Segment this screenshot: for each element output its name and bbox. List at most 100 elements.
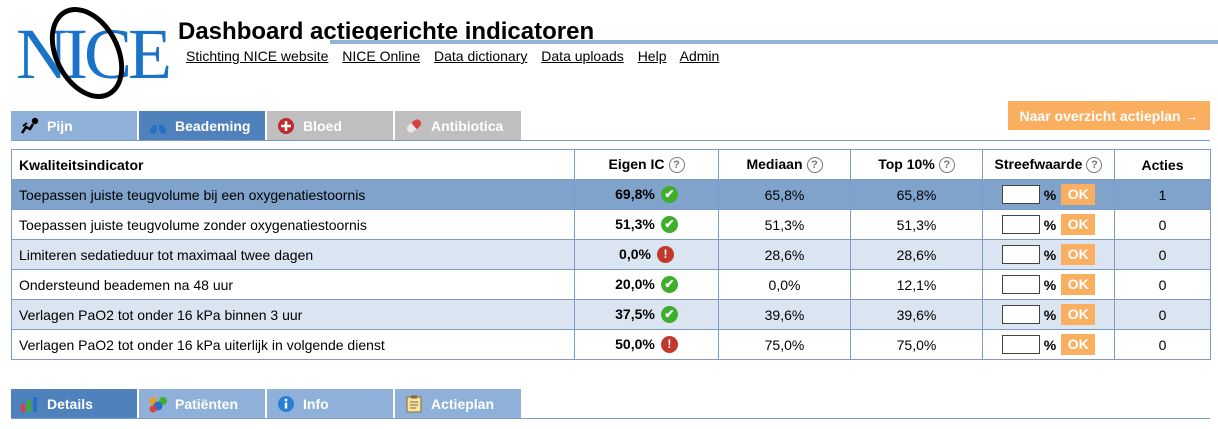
tab-patienten[interactable]: Patiënten (139, 389, 265, 418)
nice-logo: NICE (16, 0, 176, 112)
tab-details[interactable]: Details (11, 389, 137, 418)
streefwaarde-input[interactable] (1001, 245, 1040, 264)
acties-count: 0 (1158, 246, 1167, 263)
category-tabs: Pijn Beademing Bloed Antibiotica (11, 111, 523, 140)
streefwaarde-input[interactable] (1001, 275, 1040, 294)
indicator-name: Ondersteund beademen na 48 uur (19, 276, 234, 293)
streefwaarde-control: % OK (983, 304, 1114, 325)
cell-eigen-ic: 0,0%! (574, 239, 719, 270)
ok-button[interactable]: OK (1061, 304, 1096, 325)
tab-beademing[interactable]: Beademing (139, 111, 265, 140)
ok-button[interactable]: OK (1061, 214, 1096, 235)
tab-label: Pijn (47, 117, 73, 134)
ok-button[interactable]: OK (1061, 334, 1096, 355)
header-streef-label: Streefwaarde (994, 155, 1083, 172)
eigen-ic-value: 0,0% (619, 245, 651, 262)
table-row[interactable]: Verlagen PaO2 tot onder 16 kPa binnen 3 … (11, 299, 1211, 330)
help-icon[interactable]: ? (806, 157, 823, 174)
header-acties-label: Acties (1141, 156, 1184, 173)
percent-sign: % (1043, 306, 1057, 323)
table-row[interactable]: Toepassen juiste teugvolume bij een oxyg… (11, 179, 1211, 210)
link-nice-online[interactable]: NICE Online (342, 48, 421, 64)
ok-button[interactable]: OK (1061, 274, 1096, 295)
streefwaarde-input[interactable] (1001, 335, 1040, 354)
percent-sign: % (1043, 336, 1057, 353)
mediaan-value: 0,0% (768, 276, 801, 293)
link-admin[interactable]: Admin (679, 48, 720, 64)
cell-top10: 12,1% (850, 269, 983, 300)
blood-drop-icon (275, 117, 297, 135)
detail-tabs-divider (11, 418, 1210, 419)
tab-label: Patiënten (175, 395, 239, 412)
eigen-ic-value: 20,0% (615, 275, 655, 292)
cell-indicator: Verlagen PaO2 tot onder 16 kPa binnen 3 … (11, 299, 575, 330)
header-acties: Acties (1114, 149, 1211, 180)
pain-figure-icon (19, 117, 41, 135)
streefwaarde-input[interactable] (1001, 185, 1040, 204)
top-navigation: Stichting NICE website NICE Online Data … (186, 48, 729, 64)
header-indicator: Kwaliteitsindicator (11, 149, 575, 180)
cell-top10: 39,6% (850, 299, 983, 330)
cell-streefwaarde: % OK (982, 299, 1115, 330)
indicator-name: Limiteren sedatieduur tot maximaal twee … (19, 246, 314, 263)
check-circle-icon: ✔ (660, 186, 678, 204)
cell-acties: 1 (1114, 179, 1211, 210)
table-row[interactable]: Ondersteund beademen na 48 uur 20,0% ✔ 0,0%… (11, 269, 1211, 300)
clipboard-icon (403, 395, 425, 413)
cell-streefwaarde: % OK (982, 239, 1115, 270)
streefwaarde-control: % OK (983, 184, 1114, 205)
tab-antibiotica[interactable]: Antibiotica (395, 111, 521, 140)
cell-eigen-ic: 51,3% ✔ (574, 209, 719, 240)
link-stichting-nice[interactable]: Stichting NICE website (186, 48, 329, 64)
top10-value: 12,1% (896, 276, 937, 293)
tab-label: Antibiotica (431, 117, 504, 134)
cell-indicator: Ondersteund beademen na 48 uur (11, 269, 575, 300)
link-data-uploads[interactable]: Data uploads (541, 48, 624, 64)
tab-actieplan[interactable]: Actieplan (395, 389, 521, 418)
cell-mediaan: 28,6% (718, 239, 851, 270)
table-row[interactable]: Toepassen juiste teugvolume zonder oxyge… (11, 209, 1211, 240)
eigen-ic-value: 37,5% (615, 305, 655, 322)
mediaan-value: 39,6% (764, 306, 805, 323)
action-plan-overview-button[interactable]: Naar overzicht actieplan → (1008, 101, 1210, 130)
tab-label: Bloed (303, 117, 342, 134)
table-row[interactable]: Limiteren sedatieduur tot maximaal twee … (11, 239, 1211, 270)
cell-top10: 28,6% (850, 239, 983, 270)
percent-sign: % (1043, 246, 1057, 263)
indicator-table: Kwaliteitsindicator Eigen IC? Mediaan? T… (11, 149, 1211, 360)
tab-label: Actieplan (431, 395, 495, 412)
streefwaarde-input[interactable] (1001, 305, 1040, 324)
percent-sign: % (1043, 186, 1057, 203)
cell-acties: 0 (1114, 329, 1211, 360)
pill-icon (403, 117, 425, 135)
help-icon[interactable]: ? (1086, 157, 1103, 174)
cell-mediaan: 65,8% (718, 179, 851, 210)
table-header-row: Kwaliteitsindicator Eigen IC? Mediaan? T… (11, 149, 1211, 180)
header-top-label: Top 10% (878, 155, 935, 172)
cell-acties: 0 (1114, 269, 1211, 300)
tab-bloed[interactable]: Bloed (267, 111, 393, 140)
acties-count: 1 (1158, 186, 1167, 203)
tab-pijn[interactable]: Pijn (11, 111, 137, 140)
header-top10: Top 10%? (850, 149, 983, 180)
link-help[interactable]: Help (637, 48, 667, 64)
tab-info[interactable]: Info (267, 389, 393, 418)
mediaan-value: 51,3% (764, 216, 805, 233)
cell-indicator: Toepassen juiste teugvolume zonder oxyge… (11, 209, 575, 240)
streefwaarde-input[interactable] (1001, 215, 1040, 234)
cell-eigen-ic: 37,5% ✔ (574, 299, 719, 330)
ok-button[interactable]: OK (1061, 244, 1096, 265)
ok-button[interactable]: OK (1061, 184, 1096, 205)
eigen-ic-value: 50,0% (615, 335, 655, 352)
table-row[interactable]: Verlagen PaO2 tot onder 16 kPa uiterlijk… (11, 329, 1211, 360)
help-icon[interactable]: ? (938, 157, 955, 174)
header-streefwaarde: Streefwaarde? (982, 149, 1115, 180)
streefwaarde-control: % OK (983, 244, 1114, 265)
link-data-dictionary[interactable]: Data dictionary (434, 48, 528, 64)
cell-eigen-ic: 50,0%! (574, 329, 719, 360)
indicator-name: Verlagen PaO2 tot onder 16 kPa binnen 3 … (19, 306, 303, 323)
top10-value: 28,6% (896, 246, 937, 263)
indicator-name: Verlagen PaO2 tot onder 16 kPa uiterlijk… (19, 336, 385, 353)
cell-acties: 0 (1114, 209, 1211, 240)
help-icon[interactable]: ? (668, 157, 685, 174)
